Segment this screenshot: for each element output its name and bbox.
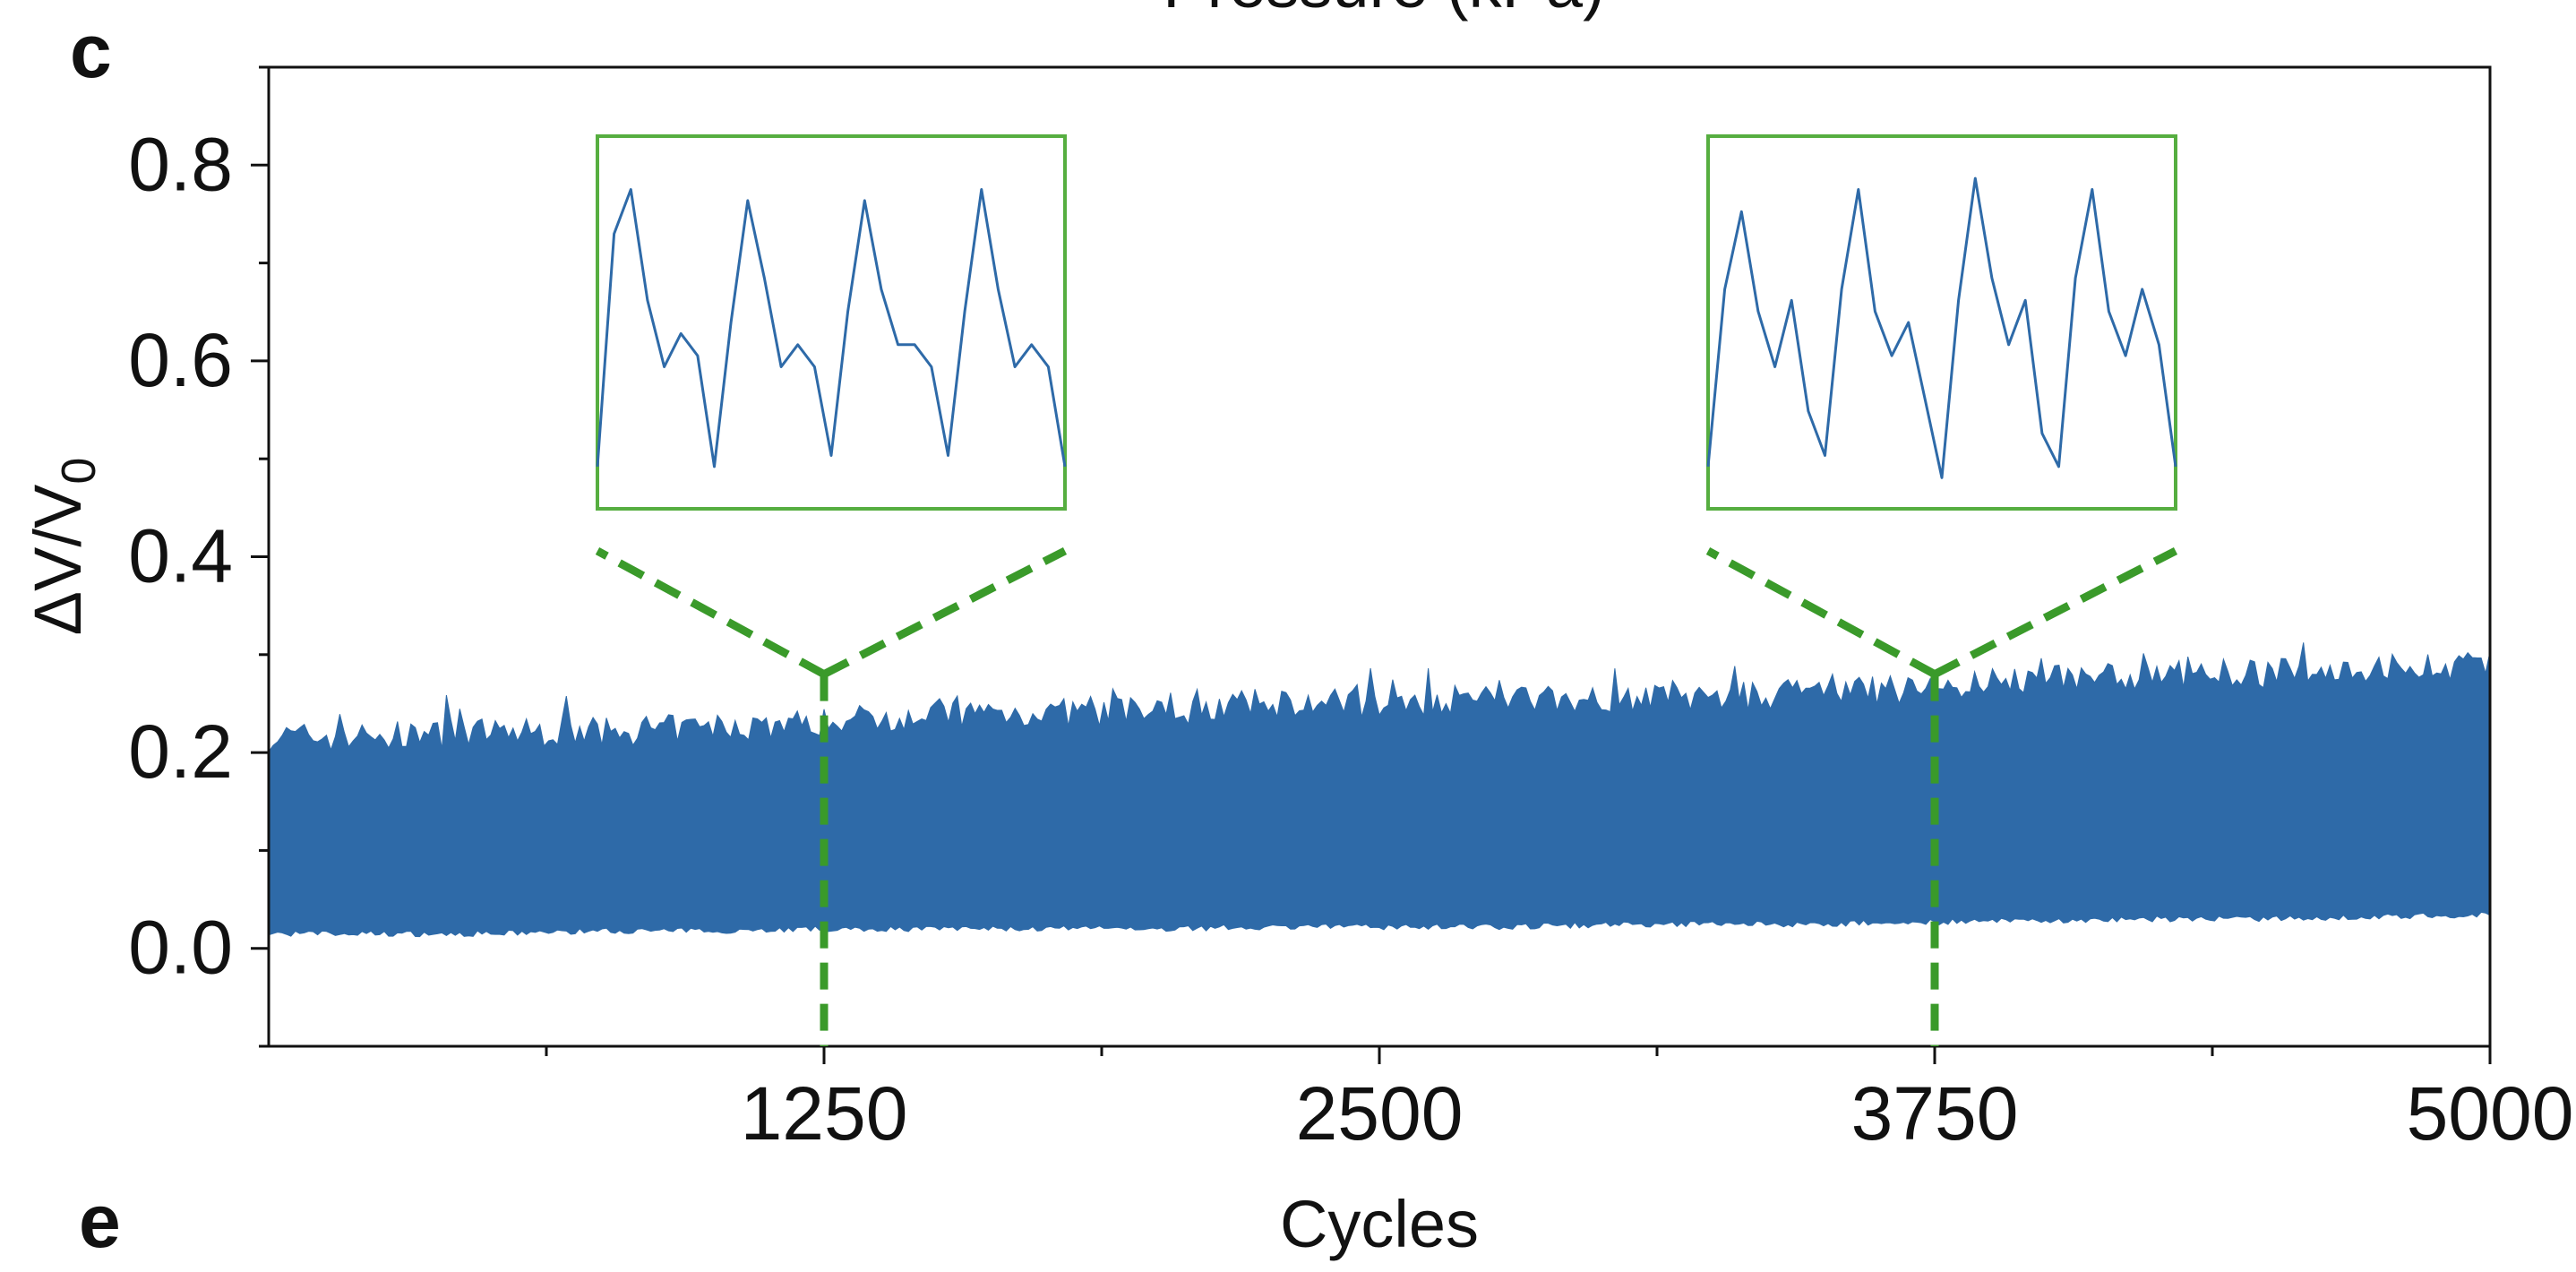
zoom-guide-right [1932, 546, 2178, 678]
top-cut-label: Pressure (kPa) [1163, 0, 1604, 21]
plot-area: 0.0 0.2 0.4 0.6 0.8 1250 2500 3750 5000 [128, 65, 2574, 1156]
zoom-guide-left [595, 547, 827, 678]
zoom-guide-left [1705, 547, 1937, 678]
inset-box [1706, 134, 2177, 511]
y-axis-title-main: ΔV/V [21, 484, 95, 635]
x-tick-label: 2500 [1296, 1071, 1464, 1156]
x-tick-label: 1250 [741, 1071, 908, 1156]
zoom-guide-right [821, 546, 1068, 678]
y-tick-label: 0.4 [128, 514, 233, 598]
y-axis-title: ΔV/V0 [21, 458, 106, 636]
panel-label-c: c [70, 9, 112, 93]
y-tick-label: 0.6 [128, 318, 233, 402]
panel-label-e: e [79, 1179, 121, 1263]
y-tick-label: 0.8 [128, 122, 233, 206]
y-tick-label: 0.0 [128, 906, 233, 990]
signal-band [268, 642, 2491, 938]
y-tick-label: 0.2 [128, 709, 233, 794]
x-tick-label: 5000 [2407, 1071, 2574, 1156]
x-tick-label: 3750 [1851, 1071, 2019, 1156]
x-axis-title: Cycles [1280, 1187, 1479, 1261]
inset-waveform [596, 188, 1067, 468]
inset-waveform [1706, 176, 2177, 479]
y-axis-title-subscript: 0 [52, 458, 106, 485]
